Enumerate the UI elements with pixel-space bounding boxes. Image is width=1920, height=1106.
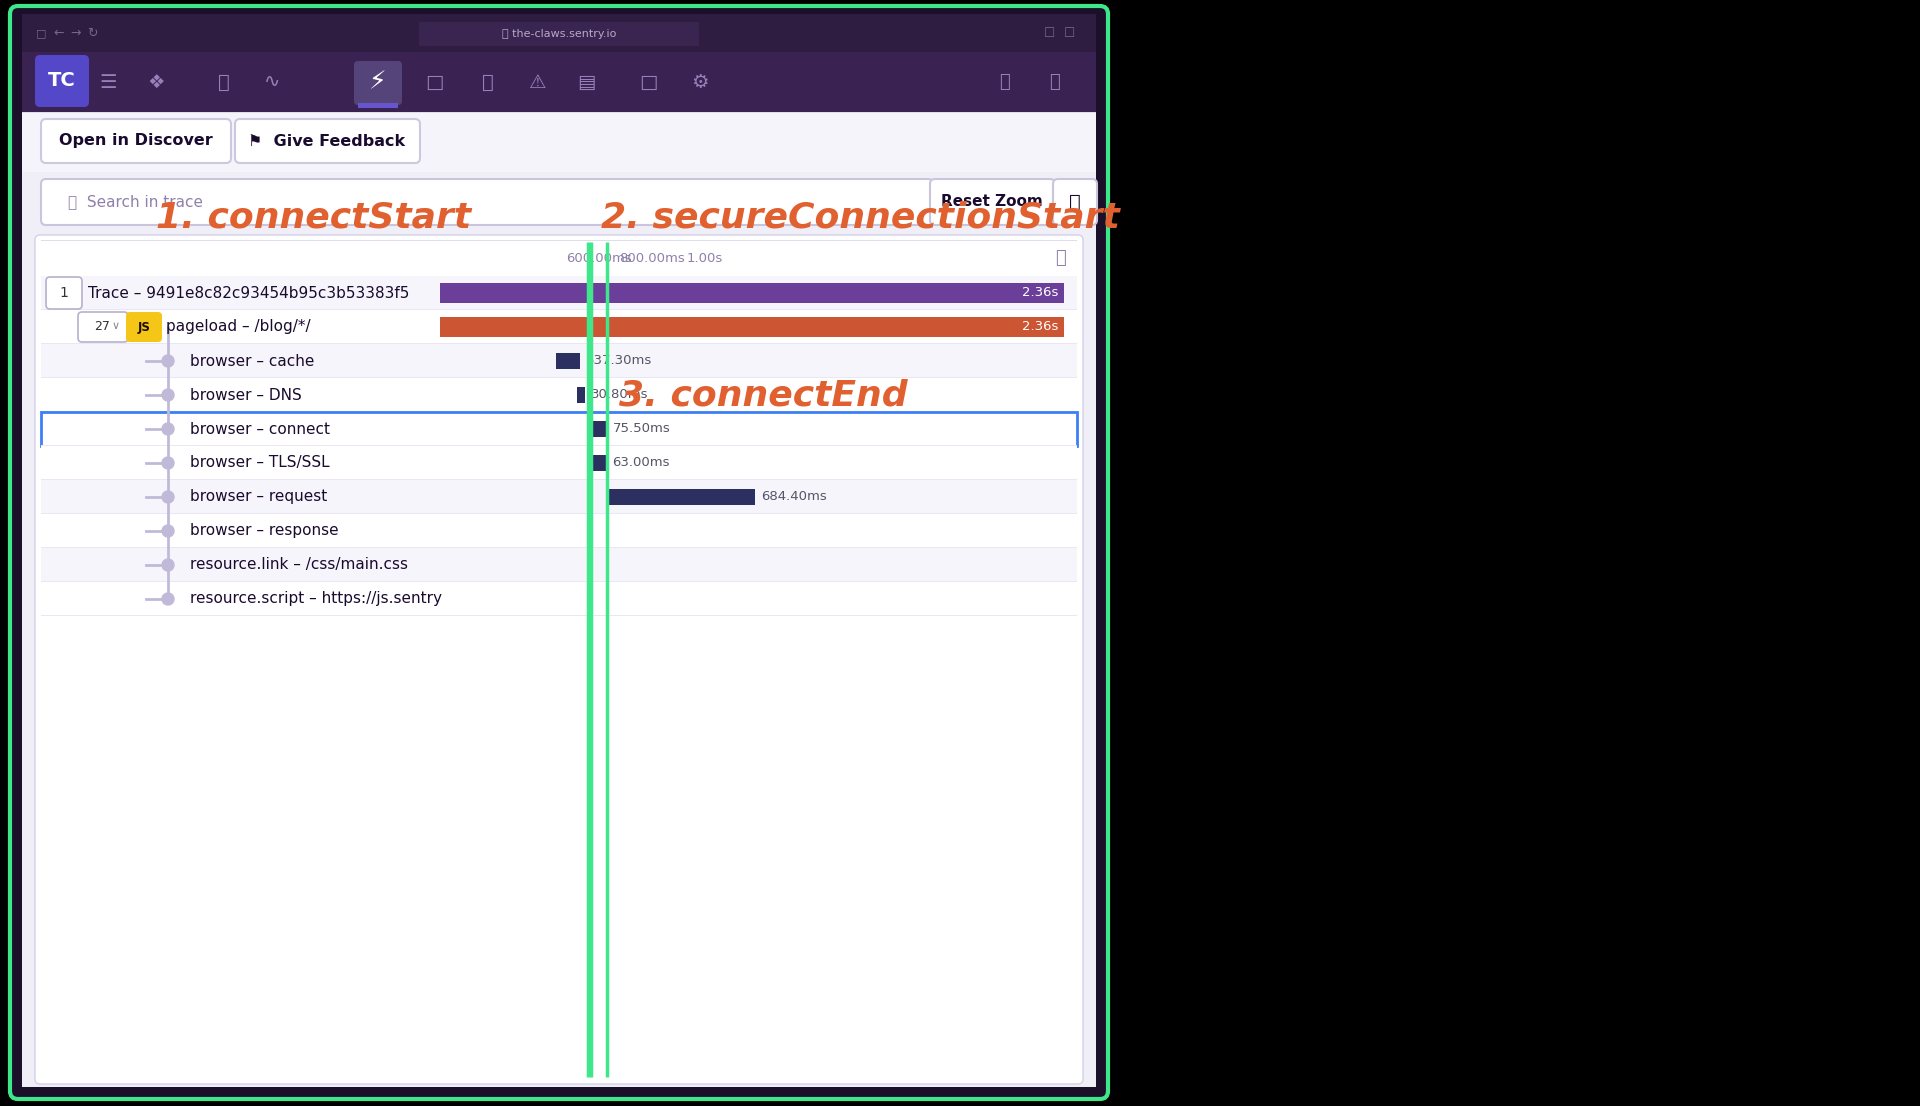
Bar (21, 112, 1096, 173)
FancyBboxPatch shape (353, 61, 401, 105)
Text: Open in Discover: Open in Discover (60, 134, 213, 148)
Text: ↻: ↻ (86, 27, 98, 40)
Text: 600.00ms: 600.00ms (566, 251, 632, 264)
Bar (21, 112, 1096, 1087)
Circle shape (161, 389, 175, 401)
Text: 1. connectStart: 1. connectStart (156, 201, 470, 234)
Bar (588, 421, 607, 437)
FancyBboxPatch shape (1052, 179, 1096, 225)
Text: Reset Zoom: Reset Zoom (941, 195, 1043, 209)
Text: resource.link – /css/main.css: resource.link – /css/main.css (190, 557, 407, 573)
FancyBboxPatch shape (79, 312, 129, 342)
Text: ⏰: ⏰ (482, 73, 493, 92)
Circle shape (161, 559, 175, 571)
Bar (40, 310, 1077, 344)
Bar (440, 317, 1064, 337)
Bar (40, 514, 1077, 547)
Bar (357, 103, 397, 108)
Text: ☐: ☐ (1044, 27, 1056, 40)
FancyBboxPatch shape (40, 119, 230, 163)
Bar (419, 22, 699, 46)
Text: 1: 1 (60, 286, 69, 300)
Text: ∿: ∿ (263, 73, 280, 92)
Bar (40, 344, 1077, 378)
Bar (40, 413, 1077, 446)
Bar (40, 276, 1077, 310)
Text: 1.00s: 1.00s (685, 251, 722, 264)
FancyBboxPatch shape (10, 6, 1108, 1099)
Bar (21, 14, 1096, 52)
Text: ⌕: ⌕ (219, 73, 230, 92)
Bar (607, 489, 755, 505)
Bar (40, 240, 1077, 276)
Text: 3. connectEnd: 3. connectEnd (618, 378, 908, 413)
Text: 🔒 the-claws.sentry.io: 🔒 the-claws.sentry.io (501, 29, 616, 39)
Text: 2.36s: 2.36s (1021, 321, 1058, 334)
Text: 63.00ms: 63.00ms (612, 457, 670, 470)
Text: browser – cache: browser – cache (190, 354, 315, 368)
Circle shape (161, 355, 175, 367)
Bar (21, 173, 1096, 232)
Bar (40, 378, 1077, 413)
Text: TC: TC (48, 72, 77, 91)
FancyBboxPatch shape (35, 234, 1083, 1084)
Text: 27: 27 (94, 321, 109, 334)
Text: browser – response: browser – response (190, 523, 338, 539)
Text: ⚠: ⚠ (530, 73, 547, 92)
FancyBboxPatch shape (35, 55, 88, 107)
FancyBboxPatch shape (46, 276, 83, 309)
Text: ⚙: ⚙ (691, 73, 708, 92)
Text: 75.50ms: 75.50ms (612, 422, 670, 436)
Text: browser – connect: browser – connect (190, 421, 330, 437)
Text: □: □ (639, 73, 657, 92)
Text: ❓: ❓ (1000, 73, 1010, 91)
Bar (21, 52, 1096, 112)
Text: ←: ← (54, 27, 63, 40)
Bar (40, 582, 1077, 616)
Bar (578, 387, 586, 403)
Text: ☐: ☐ (1064, 27, 1075, 40)
Circle shape (161, 491, 175, 503)
Text: browser – DNS: browser – DNS (190, 387, 301, 403)
Text: 30.80ms: 30.80ms (591, 388, 649, 401)
Circle shape (161, 422, 175, 435)
Text: ⚡: ⚡ (369, 70, 386, 94)
Text: browser – TLS/SSL: browser – TLS/SSL (190, 456, 330, 470)
Text: browser – request: browser – request (190, 490, 326, 504)
Text: pageload – /blog/*/: pageload – /blog/*/ (165, 320, 311, 334)
Text: ⤓: ⤓ (1069, 192, 1081, 211)
Circle shape (161, 457, 175, 469)
Text: ⏲: ⏲ (1054, 249, 1066, 267)
Text: 2.36s: 2.36s (1021, 286, 1058, 300)
Text: □: □ (36, 28, 46, 38)
Text: →: → (69, 27, 81, 40)
Text: JS: JS (138, 321, 150, 334)
Text: □: □ (424, 73, 444, 92)
FancyBboxPatch shape (929, 179, 1054, 225)
Text: ▤: ▤ (576, 73, 595, 92)
Text: resource.script – https://js.sentry: resource.script – https://js.sentry (190, 592, 442, 606)
Text: ❖: ❖ (148, 73, 165, 92)
Bar (440, 283, 1064, 303)
Circle shape (161, 593, 175, 605)
Text: 800.00ms: 800.00ms (618, 251, 684, 264)
Text: ∨: ∨ (111, 321, 121, 331)
Bar (40, 446, 1077, 480)
Text: ⌕  Search in trace: ⌕ Search in trace (67, 195, 204, 209)
Text: 2. secureConnectionStart: 2. secureConnectionStart (601, 201, 1119, 234)
Text: Trace – 9491e8c82c93454b95c3b53383f5: Trace – 9491e8c82c93454b95c3b53383f5 (88, 285, 409, 301)
Bar (591, 455, 607, 471)
FancyBboxPatch shape (234, 119, 420, 163)
FancyBboxPatch shape (40, 179, 933, 225)
Text: ⚑  Give Feedback: ⚑ Give Feedback (248, 134, 405, 148)
Text: ⦿: ⦿ (1050, 73, 1060, 91)
Bar (557, 353, 580, 369)
FancyBboxPatch shape (127, 312, 161, 342)
Text: 537.30ms: 537.30ms (586, 355, 653, 367)
Text: ☰: ☰ (100, 73, 117, 92)
Bar (40, 547, 1077, 582)
Text: 684.40ms: 684.40ms (760, 490, 826, 503)
Circle shape (161, 525, 175, 538)
Bar (40, 480, 1077, 514)
